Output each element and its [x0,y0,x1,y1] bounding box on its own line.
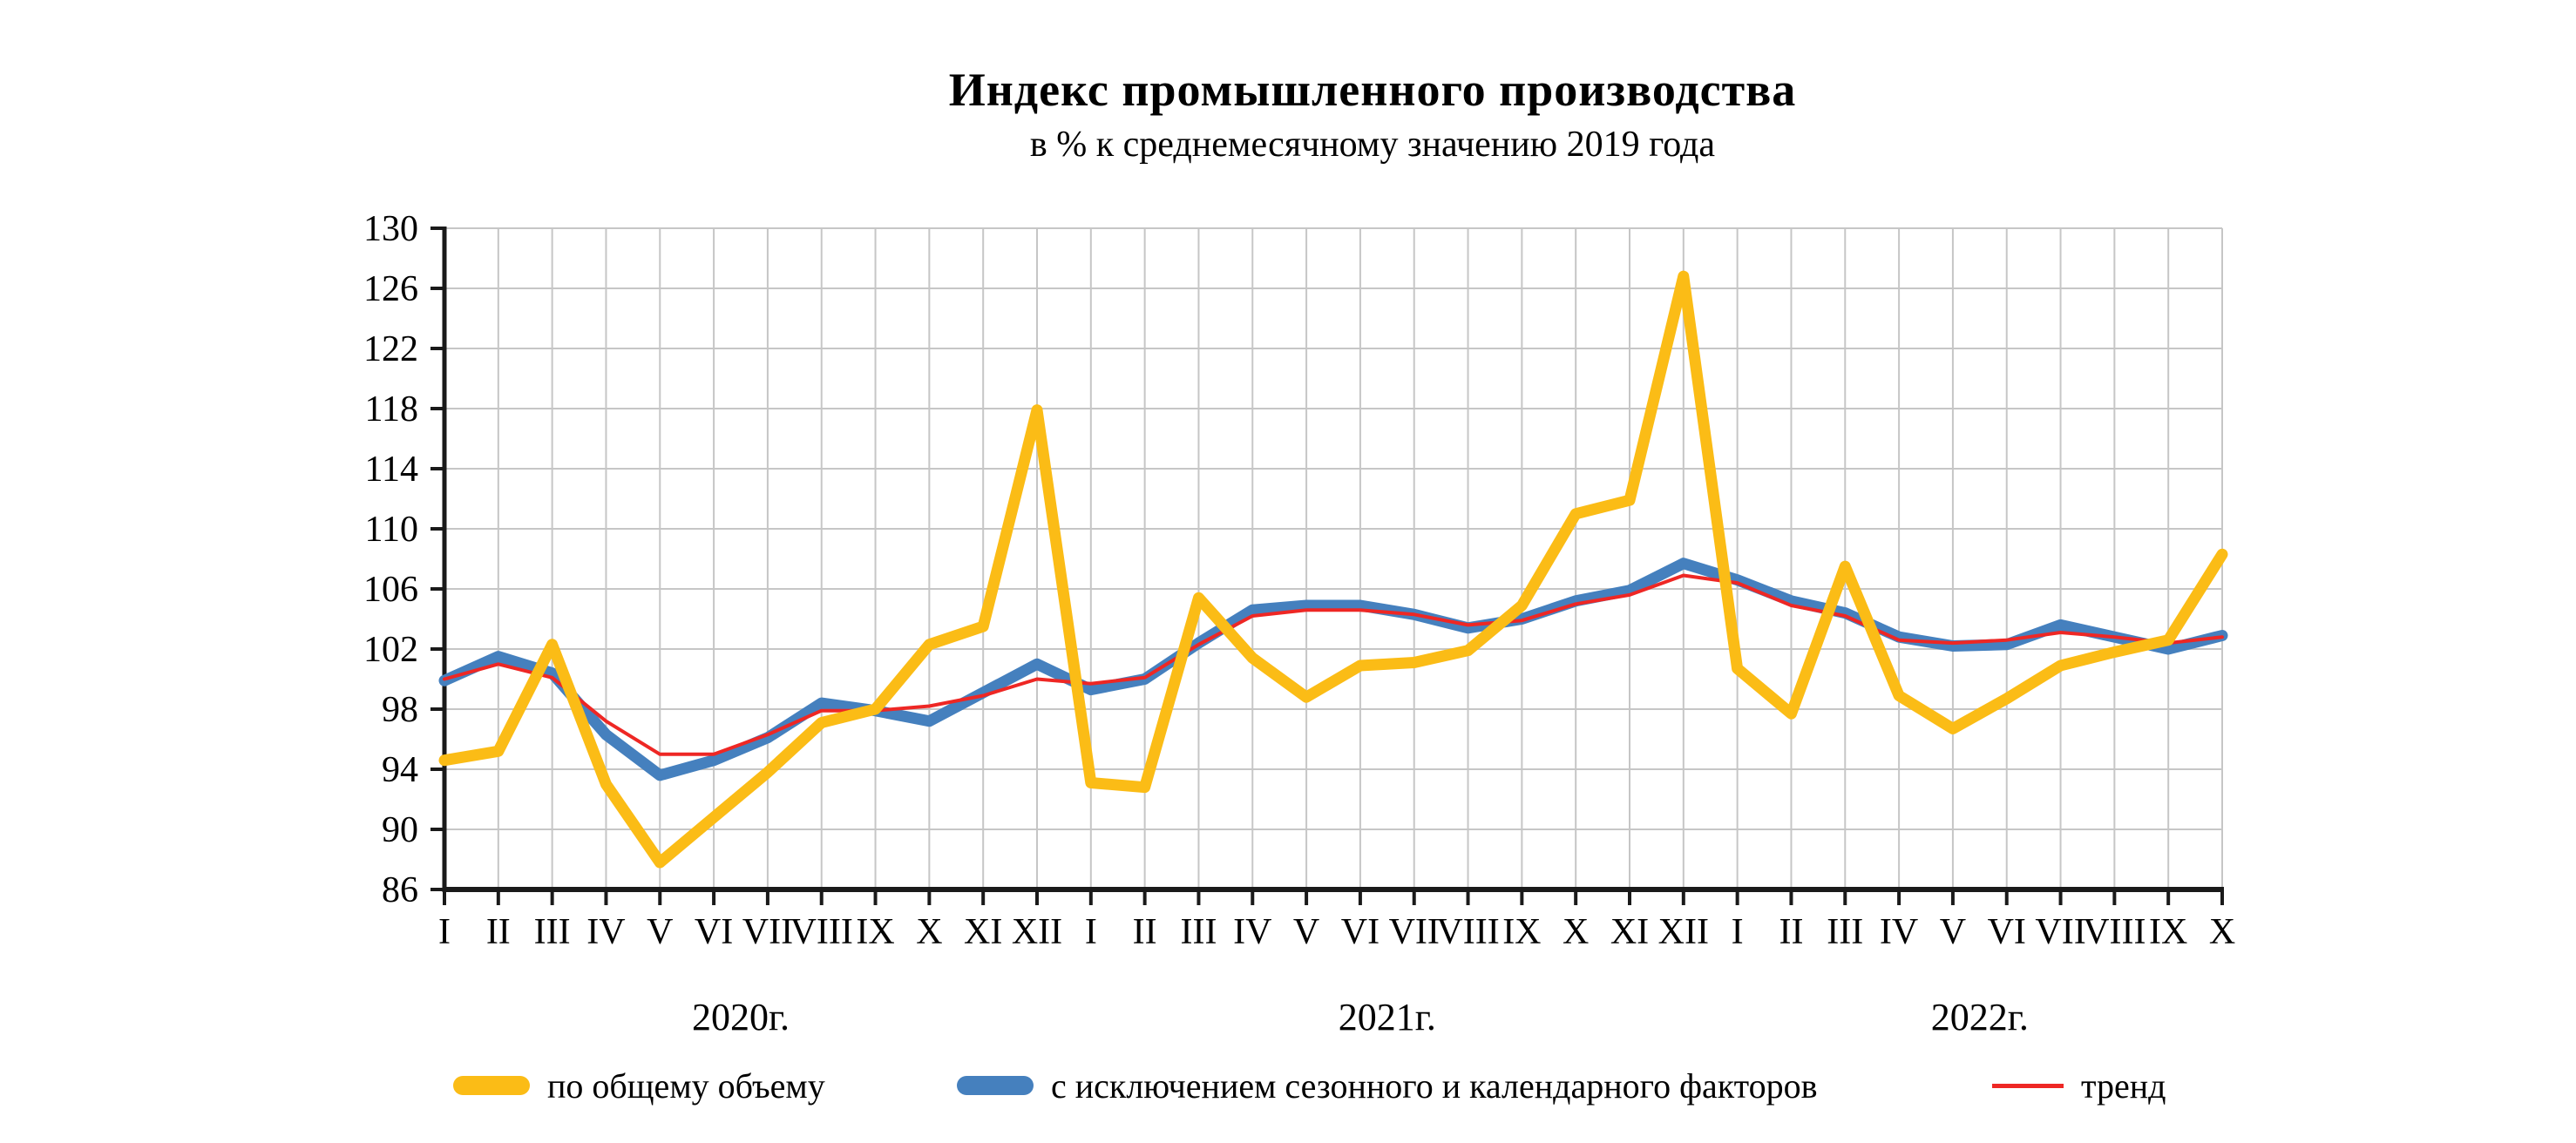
seasonally-adjusted-swatch-icon [957,1076,1034,1095]
svg-text:IV: IV [586,912,625,952]
legend-label-trend: тренд [2081,1065,2166,1106]
x-axis-year-labels: 2020г. 2021г. 2022г. [692,996,2029,1038]
svg-text:III: III [1827,912,1863,952]
svg-text:IX: IX [1502,912,1541,952]
chart-legend: по общему объему с исключением сезонного… [0,1065,2576,1117]
svg-text:122: 122 [363,329,418,369]
svg-text:IX: IX [2149,912,2187,952]
svg-text:114: 114 [365,450,418,490]
svg-text:V: V [1940,912,1966,952]
svg-text:VII: VII [2035,912,2085,952]
svg-text:126: 126 [363,269,418,309]
svg-text:2021г.: 2021г. [1339,996,1436,1038]
svg-text:II: II [1133,912,1157,952]
svg-text:V: V [647,912,673,952]
svg-text:VII: VII [1389,912,1440,952]
chart-title: Индекс промышленного производства [948,64,1797,116]
svg-text:102: 102 [363,630,418,670]
svg-text:2022г.: 2022г. [1931,996,2029,1038]
svg-text:2020г.: 2020г. [692,996,790,1038]
svg-text:III: III [1180,912,1217,952]
svg-text:VIII: VIII [1436,912,1499,952]
svg-text:98: 98 [382,690,418,730]
legend-item-seasonally-adjusted: с исключением сезонного и календарного ф… [957,1065,1818,1106]
total-volume-swatch-icon [453,1076,530,1095]
legend-label-total: по общему объему [547,1065,825,1106]
svg-text:VI: VI [1341,912,1380,952]
legend-item-trend: тренд [1992,1065,2166,1106]
svg-text:XI: XI [964,912,1002,952]
svg-text:X: X [1563,912,1589,952]
y-axis-labels: 86 90 94 98 102 106 110 114 118 122 126 130 [363,209,418,910]
svg-text:XII: XII [1658,912,1709,952]
svg-text:II: II [486,912,511,952]
svg-text:VIII: VIII [790,912,853,952]
series-trend-path [443,573,2224,756]
svg-text:90: 90 [382,810,418,850]
svg-text:I: I [1085,912,1097,952]
svg-text:V: V [1293,912,1319,952]
svg-text:X: X [2209,912,2235,952]
svg-text:IV: IV [1880,912,1918,952]
legend-item-total: по общему объему [453,1065,825,1106]
legend-label-seasonally-adjusted: с исключением сезонного и календарного ф… [1051,1065,1818,1106]
svg-text:110: 110 [365,510,418,550]
chart-subtitle: в % к среднемесячному значению 2019 года [1029,125,1716,165]
svg-text:VIII: VIII [2083,912,2146,952]
gridlines [444,227,2223,890]
svg-text:XI: XI [1610,912,1649,952]
svg-text:IX: IX [856,912,894,952]
svg-text:VI: VI [1988,912,2026,952]
svg-text:86: 86 [382,870,418,910]
svg-text:IV: IV [1233,912,1271,952]
svg-text:VII: VII [742,912,793,952]
trend-swatch-icon [1992,1083,2064,1088]
svg-text:130: 130 [363,209,418,249]
svg-text:94: 94 [382,750,418,790]
svg-text:II: II [1779,912,1803,952]
series-total-path [438,270,2228,869]
svg-text:106: 106 [363,570,418,610]
svg-text:XII: XII [1012,912,1062,952]
svg-text:III: III [534,912,571,952]
svg-text:X: X [916,912,942,952]
svg-text:I: I [1732,912,1744,952]
svg-text:VI: VI [695,912,733,952]
svg-text:I: I [438,912,451,952]
axes [430,227,2224,905]
series-seasonally-adjusted-path [438,558,2228,781]
svg-text:118: 118 [365,389,418,429]
